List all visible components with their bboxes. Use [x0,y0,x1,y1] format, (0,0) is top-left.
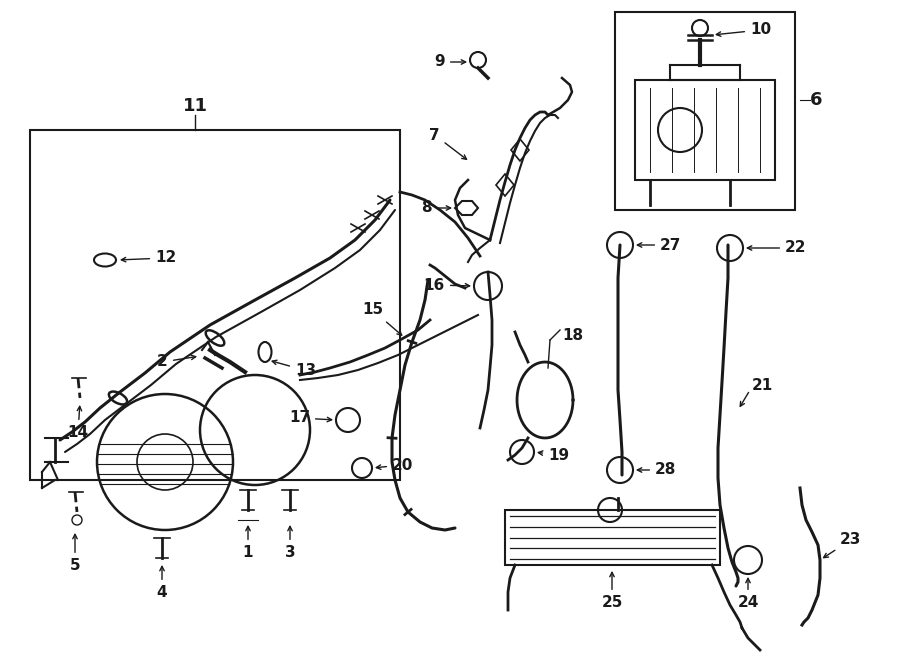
Text: 7: 7 [429,128,466,159]
Text: 27: 27 [637,237,681,253]
Text: 21: 21 [752,377,773,393]
Bar [505,510,720,565]
Text: 23: 23 [824,533,861,558]
Text: 19: 19 [538,447,569,463]
Text: 13: 13 [272,360,316,378]
Text: 16: 16 [424,278,470,293]
Bar [635,80,775,180]
Text: 14: 14 [68,407,88,440]
Bar [615,12,795,210]
Text: 17: 17 [289,410,332,426]
Text: 25: 25 [601,572,623,610]
Text: 8: 8 [421,200,451,215]
Text: 10: 10 [716,22,771,38]
Text: 20: 20 [376,457,413,473]
Bar [30,130,400,480]
Text: 11: 11 [183,97,208,115]
Text: 22: 22 [747,241,806,256]
Text: 5: 5 [69,534,80,573]
Text: 15: 15 [362,303,401,335]
Text: 4: 4 [157,566,167,600]
Text: 1: 1 [243,526,253,560]
Text: 18: 18 [562,328,583,343]
Text: 24: 24 [737,578,759,610]
Text: 3: 3 [284,526,295,560]
Text: 2: 2 [158,354,195,369]
Text: 12: 12 [122,251,176,266]
Text: 9: 9 [435,54,465,69]
Text: 28: 28 [637,463,677,477]
Text: 6: 6 [810,91,823,109]
